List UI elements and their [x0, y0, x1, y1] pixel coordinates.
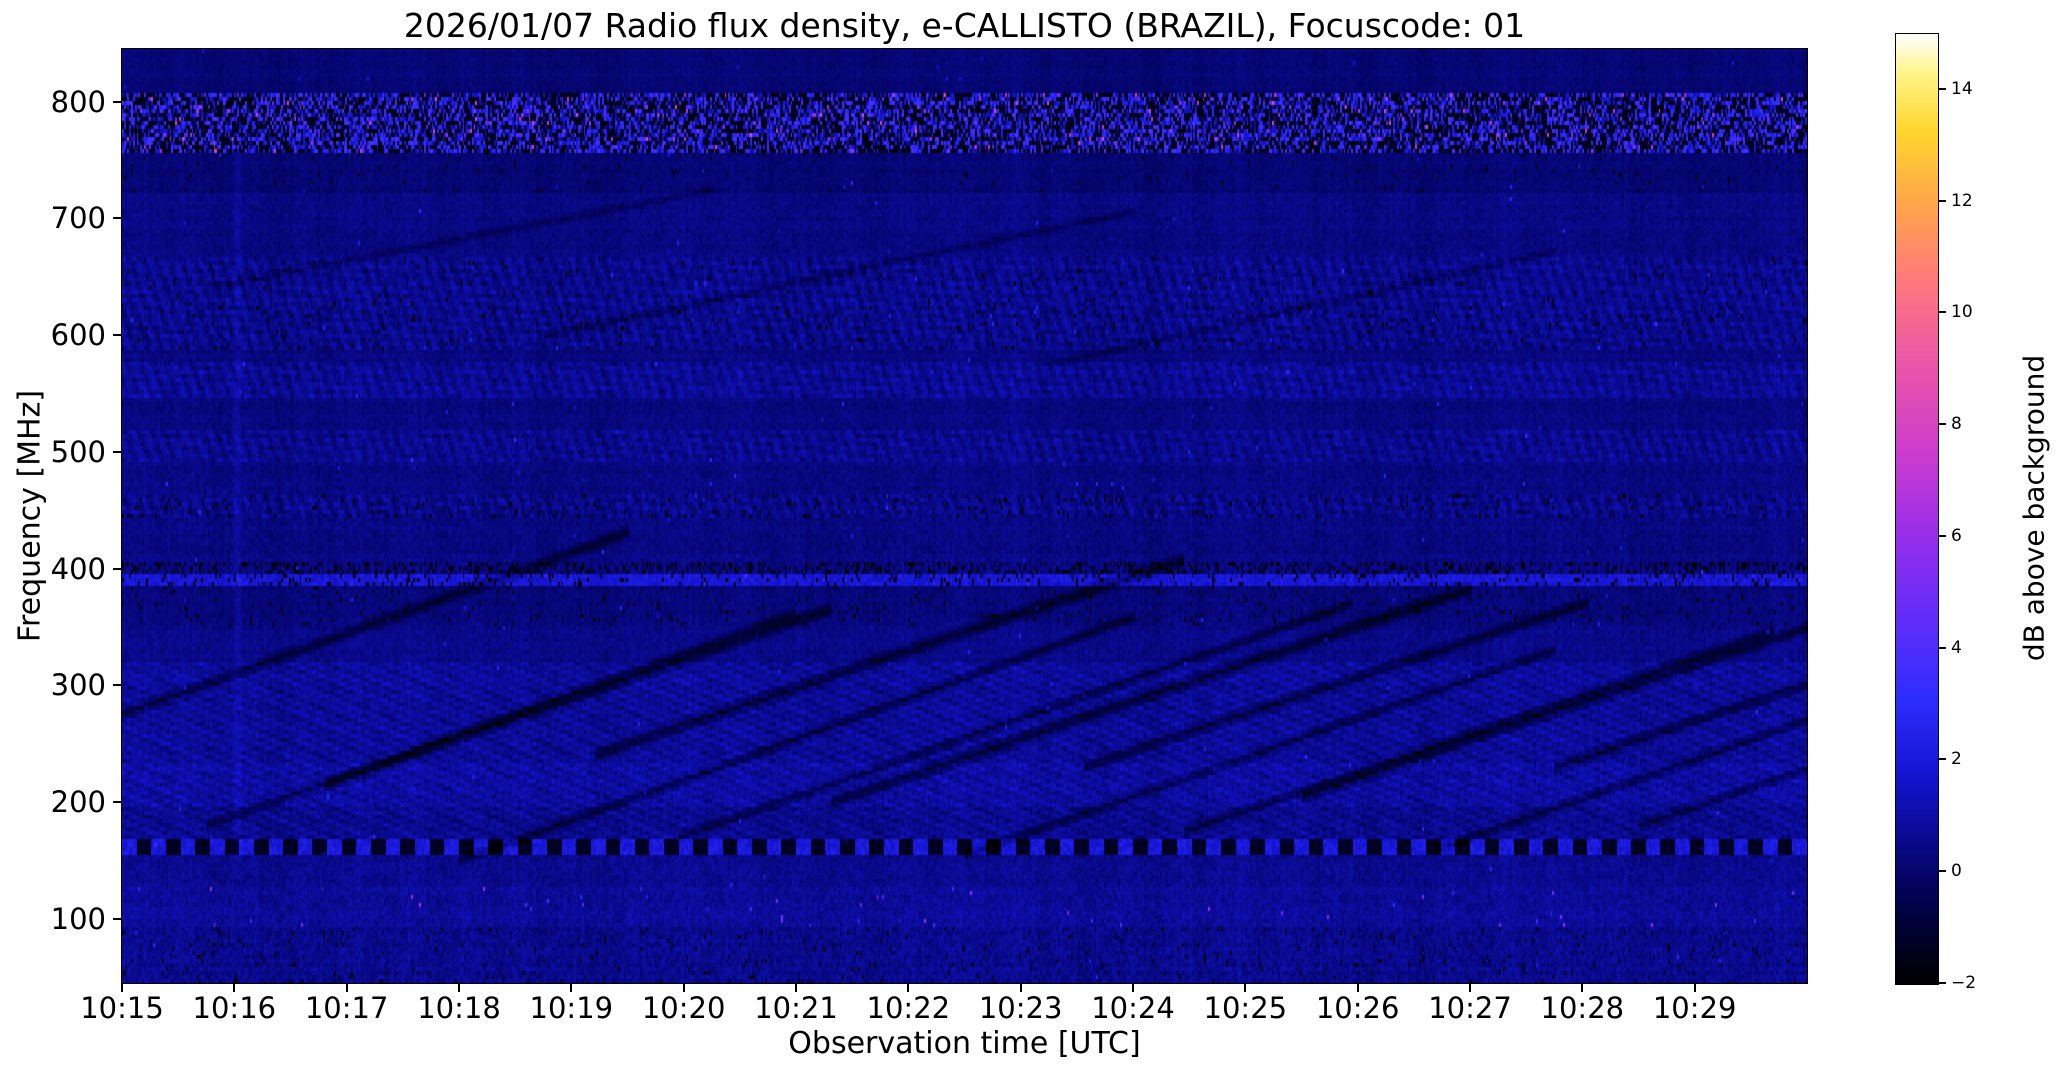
x-tick-mark: [907, 984, 910, 992]
y-tick-label: 600: [50, 318, 106, 353]
y-tick-label: 800: [50, 84, 106, 119]
x-axis-label: Observation time [UTC]: [788, 1026, 1141, 1061]
colorbar-tick-mark: [1939, 199, 1946, 202]
x-tick-mark: [458, 984, 460, 992]
colorbar-tick-mark: [1939, 423, 1946, 426]
y-tick-mark: [113, 217, 121, 220]
x-tick-mark: [1132, 984, 1134, 992]
x-tick-label: 10:21: [754, 991, 838, 1025]
colorbar-label: dB above background: [2017, 354, 2051, 662]
colorbar-tick-mark: [1939, 534, 1946, 537]
x-tick-mark: [1469, 984, 1471, 992]
x-tick-label: 10:17: [304, 991, 389, 1025]
x-tick-mark: [1581, 984, 1584, 992]
colorbar-tick-label: 12: [1951, 190, 1973, 211]
colorbar-tick-mark: [1939, 870, 1946, 873]
colorbar-tick-label: 0: [1951, 861, 1962, 882]
x-tick-mark: [1019, 984, 1022, 992]
x-tick-label: 10:18: [417, 991, 501, 1025]
colorbar-tick-label: 14: [1951, 78, 1973, 99]
x-tick-mark: [121, 984, 123, 992]
colorbar: [1895, 33, 1939, 985]
x-tick-label: 10:23: [978, 991, 1063, 1025]
x-tick-label: 10:27: [1428, 991, 1512, 1025]
colorbar-tick-mark: [1939, 758, 1946, 761]
y-tick-mark: [113, 917, 121, 920]
colorbar-tick-mark: [1939, 982, 1946, 984]
x-tick-mark: [682, 984, 685, 992]
x-tick-mark: [1244, 984, 1247, 992]
y-tick-mark: [113, 684, 121, 687]
x-tick-label: 10:20: [641, 991, 726, 1025]
x-tick-label: 10:16: [192, 991, 277, 1025]
x-tick-mark: [795, 984, 797, 992]
y-tick-mark: [113, 567, 121, 570]
colorbar-tick-label: −2: [1951, 973, 1977, 993]
x-tick-label: 10:22: [866, 991, 951, 1025]
x-tick-label: 10:19: [529, 991, 614, 1025]
colorbar-tick-label: 4: [1951, 637, 1962, 658]
y-tick-label: 300: [50, 668, 106, 703]
colorbar-tick-mark: [1939, 87, 1946, 90]
x-tick-mark: [345, 984, 348, 992]
y-tick-label: 500: [50, 434, 106, 469]
y-tick-mark: [113, 450, 121, 453]
y-tick-mark: [113, 801, 121, 804]
colorbar-tick-label: 10: [1951, 302, 1973, 323]
y-tick-label: 200: [50, 785, 106, 820]
x-tick-label: 10:25: [1203, 991, 1288, 1025]
x-tick-mark: [1356, 984, 1359, 992]
colorbar-tick-label: 8: [1951, 414, 1962, 435]
x-tick-label: 10:24: [1091, 991, 1175, 1025]
y-tick-mark: [113, 100, 121, 103]
x-tick-mark: [570, 984, 573, 992]
x-tick-label: 10:15: [80, 991, 164, 1025]
chart-title: 2026/01/07 Radio flux density, e-CALLIST…: [403, 6, 1526, 45]
colorbar-tick-label: 6: [1951, 525, 1962, 546]
x-tick-label: 10:29: [1652, 991, 1737, 1025]
y-tick-mark: [113, 334, 121, 337]
x-tick-mark: [1693, 984, 1696, 992]
colorbar-tick-label: 2: [1951, 749, 1962, 770]
spectrogram-canvas: [121, 48, 1808, 984]
x-tick-label: 10:28: [1540, 991, 1625, 1025]
x-tick-label: 10:26: [1315, 991, 1400, 1025]
y-tick-label: 400: [50, 551, 106, 586]
y-tick-label: 700: [50, 201, 106, 236]
y-axis-label: Frequency [MHz]: [12, 389, 48, 643]
colorbar-tick-mark: [1939, 311, 1946, 314]
y-tick-label: 100: [50, 901, 106, 936]
x-tick-mark: [233, 984, 236, 992]
colorbar-tick-mark: [1939, 646, 1946, 649]
